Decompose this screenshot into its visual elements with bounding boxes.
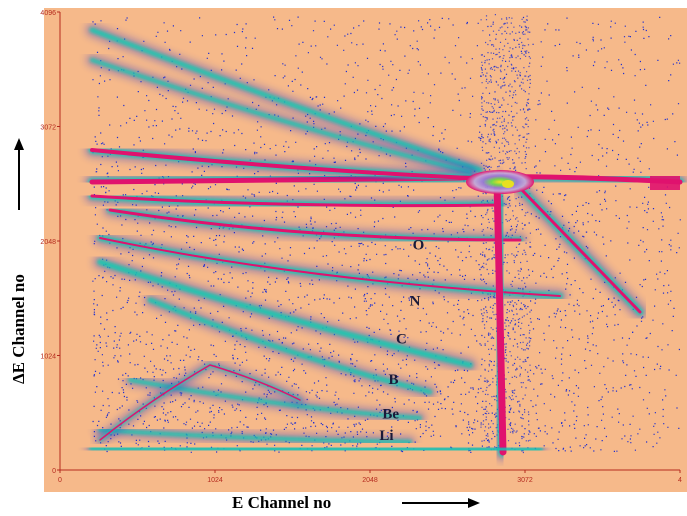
y-tick-label-2: 2048 xyxy=(40,239,56,246)
band-oxygen xyxy=(103,203,527,247)
x-tick-label-0: 0 xyxy=(58,477,62,484)
y-tick-label-0: 0 xyxy=(52,468,56,475)
element-label-be: Be xyxy=(382,407,399,423)
band-diagonal xyxy=(512,180,648,320)
peak-intensity-spot xyxy=(466,170,534,194)
element-label-li: Li xyxy=(379,428,393,444)
band-lithium xyxy=(94,424,416,448)
element-labels: O N C B Be Li xyxy=(379,238,424,444)
band-upper-2 xyxy=(86,54,476,178)
y-tick-label-4: 4096 xyxy=(40,10,56,17)
right-edge-band-end xyxy=(650,176,680,190)
axis-ticks: 0 1024 2048 3072 4 0 1024 2048 3072 4096 xyxy=(40,10,682,484)
x-axis-arrow xyxy=(402,498,480,508)
element-label-c: C xyxy=(396,332,407,348)
x-tick-label-3: 3072 xyxy=(517,477,533,484)
element-label-b: B xyxy=(388,372,398,388)
band-main-1 xyxy=(84,142,478,186)
x-tick-label-1: 1024 xyxy=(207,477,223,484)
element-label-o: O xyxy=(413,238,425,254)
x-axis-title: E Channel no xyxy=(232,493,331,512)
y-tick-label-3: 3072 xyxy=(40,125,56,132)
x-tick-label-4: 4 xyxy=(678,477,682,484)
x-tick-label-2: 2048 xyxy=(362,477,378,484)
y-axis-arrow xyxy=(14,138,24,210)
band-main-2 xyxy=(84,188,508,214)
element-label-n: N xyxy=(410,294,421,310)
band-bottom xyxy=(85,441,547,457)
band-vertical xyxy=(488,171,512,461)
y-tick-label-1: 1024 xyxy=(40,354,56,361)
band-lower-loop xyxy=(94,359,306,446)
band-carbon xyxy=(93,255,477,372)
y-axis-title: ΔE Channel no xyxy=(9,274,28,384)
band-upper-1 xyxy=(85,23,487,177)
band-boron xyxy=(143,293,437,399)
particle-bands xyxy=(84,23,687,461)
band-nitrogen xyxy=(93,231,567,303)
